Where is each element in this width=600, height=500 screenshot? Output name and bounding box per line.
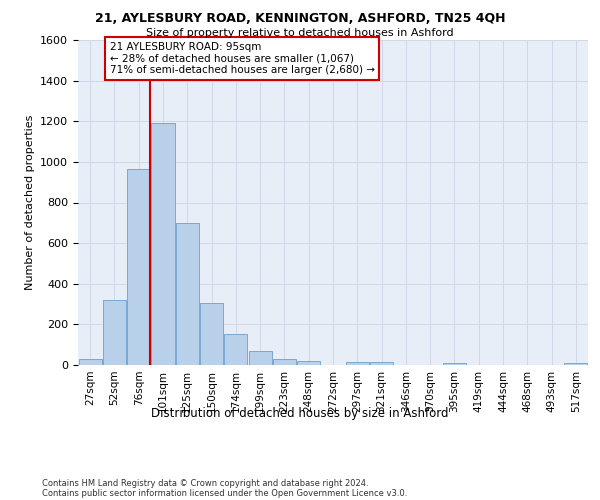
Text: Contains HM Land Registry data © Crown copyright and database right 2024.: Contains HM Land Registry data © Crown c… <box>42 478 368 488</box>
Bar <box>79 359 101 365</box>
Y-axis label: Number of detached properties: Number of detached properties <box>25 115 35 290</box>
Text: 21, AYLESBURY ROAD, KENNINGTON, ASHFORD, TN25 4QH: 21, AYLESBURY ROAD, KENNINGTON, ASHFORD,… <box>95 12 505 26</box>
Bar <box>443 363 466 365</box>
Bar <box>127 169 150 365</box>
Text: Distribution of detached houses by size in Ashford: Distribution of detached houses by size … <box>151 408 449 420</box>
Text: Contains public sector information licensed under the Open Government Licence v3: Contains public sector information licen… <box>42 488 407 498</box>
Bar <box>103 300 126 365</box>
Bar <box>224 334 247 365</box>
Bar <box>176 223 199 365</box>
Bar <box>370 362 393 365</box>
Text: Size of property relative to detached houses in Ashford: Size of property relative to detached ho… <box>146 28 454 38</box>
Bar <box>346 362 369 365</box>
Bar <box>297 361 320 365</box>
Bar <box>248 351 272 365</box>
Bar <box>565 363 587 365</box>
Bar <box>151 124 175 365</box>
Bar <box>273 359 296 365</box>
Bar <box>200 303 223 365</box>
Text: 21 AYLESBURY ROAD: 95sqm
← 28% of detached houses are smaller (1,067)
71% of sem: 21 AYLESBURY ROAD: 95sqm ← 28% of detach… <box>110 42 374 75</box>
